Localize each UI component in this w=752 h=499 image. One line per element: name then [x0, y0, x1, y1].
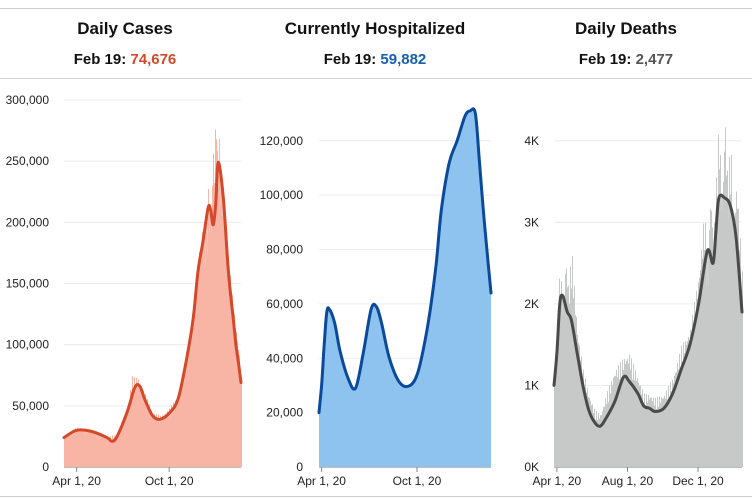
cases-date-label: Feb 19:	[73, 51, 127, 68]
deaths-x-tick-label: Aug 1, 20	[602, 474, 654, 488]
deaths-x-tick-label: Dec 1, 20	[672, 474, 724, 488]
cases-summary: Feb 19: 74,676	[0, 51, 250, 68]
hospitalized-y-tick-label: 60,000	[266, 297, 303, 311]
hospitalized-date-label: Feb 19:	[323, 51, 377, 68]
hospitalized-summary: Feb 19: 59,882	[250, 51, 500, 68]
cases-title: Daily Cases	[77, 19, 173, 38]
hospitalized-x-tick-label: Oct 1, 20	[393, 474, 442, 488]
hospitalized-y-tick-label: 80,000	[266, 243, 303, 257]
cases-line	[62, 160, 243, 443]
deaths-date-label: Feb 19:	[578, 51, 632, 68]
top-border	[0, 8, 752, 9]
hospitalized-y-tick-label: 100,000	[260, 188, 304, 202]
deaths-y-tick-label: 3K	[524, 215, 539, 229]
cases-x-tick-label: Oct 1, 20	[145, 474, 194, 488]
cases-y-tick-label: 150,000	[6, 277, 50, 291]
hospitalized-value: 59,882	[380, 51, 427, 68]
deaths-y-tick-label: 4K	[524, 134, 539, 148]
bottom-border	[0, 496, 752, 497]
panel-header-cases: Daily Cases Feb 19: 74,676	[0, 0, 250, 78]
deaths-y-tick-label: 1K	[524, 378, 539, 392]
hospitalized-title: Currently Hospitalized	[284, 19, 466, 38]
cases-y-tick-label: 0	[42, 460, 49, 474]
deaths-line	[552, 193, 744, 428]
hospitalized-x-tick-label: Apr 1, 20	[297, 474, 346, 488]
deaths-y-tick-label: 2K	[524, 297, 539, 311]
hospitalized-line	[317, 107, 493, 415]
cases-y-tick-label: 100,000	[6, 338, 50, 352]
cases-y-tick-label: 300,000	[6, 93, 50, 107]
cases-area	[64, 162, 241, 468]
hospitalized-area	[319, 108, 491, 467]
cases-y-tick-label: 200,000	[6, 215, 50, 229]
panel-header-hospitalized: Currently Hospitalized Feb 19: 59,882	[250, 0, 500, 78]
hospitalized-y-tick-label: 40,000	[266, 351, 303, 365]
deaths-y-tick-label: 0K	[524, 460, 539, 474]
header-divider	[0, 78, 752, 79]
cases-y-tick-label: 250,000	[6, 154, 50, 168]
panel-header-deaths: Daily Deaths Feb 19: 2,477	[500, 0, 752, 78]
deaths-area	[554, 195, 742, 468]
hospitalized-y-tick-label: 120,000	[260, 134, 304, 148]
hospitalized-y-tick-label: 20,000	[266, 406, 303, 420]
cases-x-tick-label: Apr 1, 20	[52, 474, 101, 488]
deaths-value: 2,477	[635, 51, 674, 68]
cases-y-tick-label: 50,000	[12, 399, 49, 413]
deaths-x-tick-label: Apr 1, 20	[533, 474, 582, 488]
deaths-summary: Feb 19: 2,477	[500, 51, 752, 68]
hospitalized-y-tick-label: 0	[296, 460, 303, 474]
deaths-title: Daily Deaths	[574, 19, 678, 38]
cases-value: 74,676	[130, 51, 177, 68]
